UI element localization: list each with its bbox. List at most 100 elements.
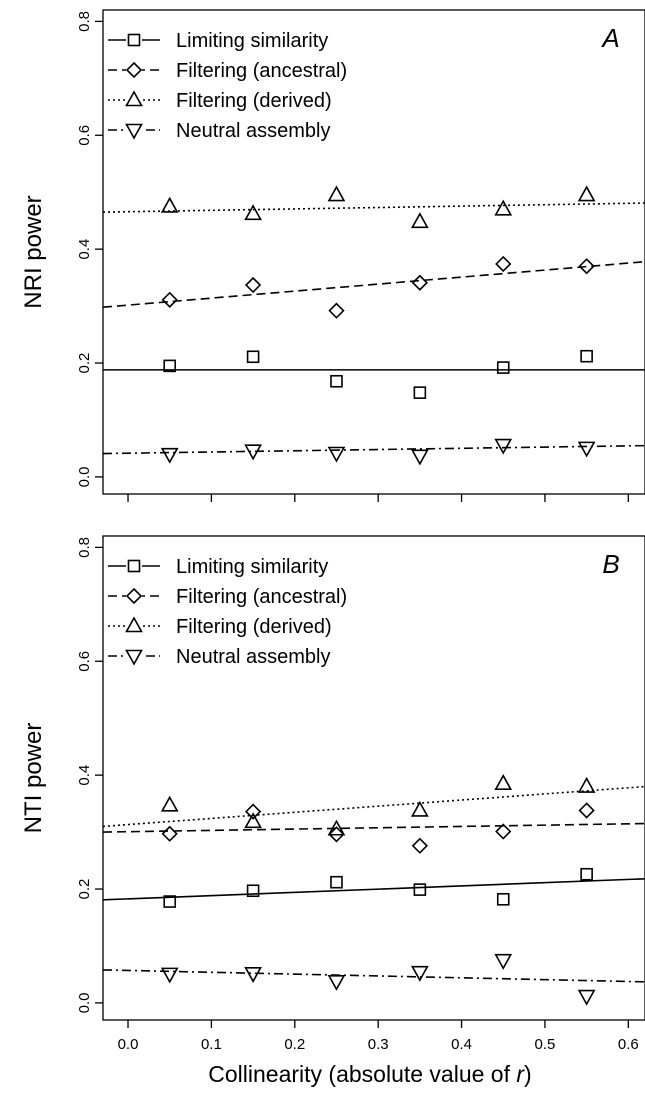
legend-marker-bg bbox=[126, 648, 142, 664]
legend-label-0: Limiting similarity bbox=[176, 30, 328, 52]
panel-b: 0.0 0.2 0.4 0.6 0.8 0.0 0.1 0.2 0.3 0.4 0.5 0.6 NTI … bbox=[20, 535, 645, 1053]
plot-frame bbox=[102, 535, 645, 1021]
fit-line-1 bbox=[102, 822, 645, 833]
legend-marker-2 bbox=[125, 616, 143, 633]
y-axis-label: NRI power bbox=[20, 195, 47, 308]
plot-frame bbox=[102, 9, 645, 495]
y-tick-label: 0.4 bbox=[76, 239, 93, 260]
legend-label-1: Filtering (ancestral) bbox=[176, 586, 347, 608]
legend-marker-3 bbox=[125, 123, 143, 140]
y-tick-label: 0.0 bbox=[76, 466, 93, 487]
data-point-3-3 bbox=[411, 449, 429, 466]
legend-marker-2 bbox=[125, 90, 143, 107]
legend-marker-bg bbox=[126, 618, 142, 634]
legend-label-0: Limiting similarity bbox=[176, 556, 328, 578]
data-point-3-1 bbox=[244, 444, 262, 461]
x-tick-label: 0.5 bbox=[535, 1036, 556, 1053]
y-tick-label: 0.8 bbox=[76, 537, 93, 558]
data-point-0-1 bbox=[246, 884, 260, 898]
data-point-2-5 bbox=[577, 185, 596, 202]
x-axis-label-suffix: ) bbox=[524, 1061, 532, 1087]
data-point-3-4 bbox=[494, 438, 513, 455]
data-point-0-0 bbox=[163, 359, 177, 373]
x-tick-label: 0.2 bbox=[284, 1036, 305, 1053]
data-point-1-5 bbox=[578, 802, 595, 819]
data-point-2-3 bbox=[411, 800, 429, 817]
fit-line-0 bbox=[102, 877, 645, 901]
y-axis-label: NTI power bbox=[20, 723, 47, 834]
data-point-2-1 bbox=[244, 204, 262, 221]
y-tick-label: 0.6 bbox=[76, 651, 93, 672]
legend-marker-3 bbox=[125, 649, 143, 666]
data-point-3-0 bbox=[160, 447, 179, 464]
legend-marker-0 bbox=[127, 33, 141, 47]
data-point-0-3 bbox=[413, 386, 427, 399]
data-point-1-5 bbox=[578, 258, 595, 275]
data-point-2-2 bbox=[327, 185, 346, 202]
data-point-1-4 bbox=[495, 255, 512, 273]
fit-line-2 bbox=[102, 785, 645, 828]
data-point-0-5 bbox=[580, 867, 593, 881]
y-tick-label: 0.2 bbox=[76, 353, 93, 374]
data-point-0-2 bbox=[330, 875, 343, 889]
data-point-3-5 bbox=[577, 441, 596, 458]
panel-letter: A bbox=[600, 23, 619, 53]
data-point-0-5 bbox=[580, 349, 593, 363]
data-point-1-3 bbox=[411, 837, 428, 854]
data-point-1-3 bbox=[411, 274, 428, 291]
data-point-0-4 bbox=[496, 892, 510, 906]
data-point-3-2 bbox=[327, 446, 346, 463]
legend-marker-bg bbox=[126, 122, 142, 138]
y-tick-label: 0.4 bbox=[76, 765, 93, 786]
y-tick-label: 0.2 bbox=[76, 879, 93, 900]
data-point-3-3 bbox=[411, 965, 429, 982]
data-point-3-2 bbox=[327, 974, 346, 991]
fit-line-3 bbox=[102, 969, 645, 983]
data-point-0-2 bbox=[330, 374, 343, 388]
data-point-3-0 bbox=[160, 967, 179, 984]
y-tick-label: 0.8 bbox=[76, 11, 93, 32]
data-point-1-0 bbox=[161, 291, 178, 308]
legend-marker-bg bbox=[126, 62, 142, 78]
legend-label-3: Neutral assembly bbox=[176, 120, 331, 142]
x-axis-label-var: r bbox=[516, 1061, 525, 1087]
data-point-0-4 bbox=[496, 361, 510, 374]
legend-marker-bg bbox=[126, 32, 142, 48]
x-axis-label-prefix: Collinearity (absolute value of bbox=[208, 1061, 516, 1087]
legend-marker-1 bbox=[125, 61, 143, 79]
data-point-1-2 bbox=[328, 302, 345, 319]
x-tick-label: 0.3 bbox=[368, 1036, 389, 1053]
data-point-1-1 bbox=[244, 803, 262, 820]
data-point-2-5 bbox=[577, 776, 596, 793]
data-point-1-1 bbox=[244, 276, 262, 294]
legend-label-2: Filtering (derived) bbox=[176, 616, 332, 638]
y-tick-label: 0.0 bbox=[76, 992, 93, 1013]
data-point-1-0 bbox=[161, 825, 178, 842]
data-point-3-1 bbox=[244, 967, 262, 983]
fit-line-3 bbox=[102, 444, 645, 455]
data-point-2-4 bbox=[494, 774, 513, 790]
data-point-2-3 bbox=[411, 212, 429, 229]
fit-line-1 bbox=[102, 260, 645, 309]
panel-a: 0.0 0.2 0.4 0.6 0.8 NRI power A Limiting simila… bbox=[20, 9, 645, 502]
panel-letter: B bbox=[602, 549, 619, 579]
data-point-2-2 bbox=[327, 819, 346, 836]
legend-label-1: Filtering (ancestral) bbox=[176, 60, 347, 82]
data-point-0-1 bbox=[246, 350, 260, 364]
data-point-0-0 bbox=[163, 895, 177, 908]
legend-marker-bg bbox=[126, 92, 142, 108]
data-point-2-1 bbox=[244, 812, 262, 829]
data-point-3-4 bbox=[494, 953, 513, 970]
data-point-2-4 bbox=[494, 199, 513, 216]
legend-marker-1 bbox=[125, 587, 143, 605]
data-point-3-5 bbox=[577, 989, 596, 1006]
legend-marker-bg bbox=[126, 558, 142, 574]
legend-marker-bg bbox=[126, 588, 142, 604]
data-point-1-2 bbox=[328, 826, 345, 843]
legend-label-2: Filtering (derived) bbox=[176, 90, 332, 112]
y-tick-label: 0.6 bbox=[76, 125, 93, 146]
x-axis-label: Collinearity (absolute value of r) bbox=[208, 1061, 531, 1087]
fit-line-2 bbox=[102, 202, 645, 213]
x-tick-label: 0.1 bbox=[201, 1036, 222, 1053]
data-point-0-3 bbox=[413, 883, 427, 896]
